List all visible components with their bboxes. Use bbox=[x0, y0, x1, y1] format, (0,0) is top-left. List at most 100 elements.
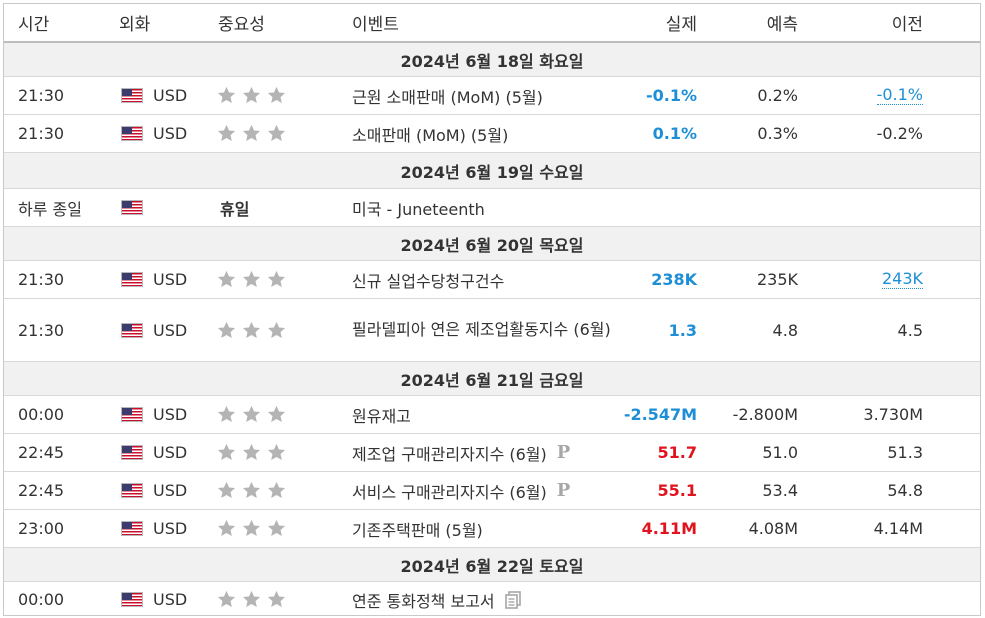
holiday-label: 휴일 bbox=[220, 199, 250, 219]
event-forecast: -2.800M bbox=[732, 405, 798, 424]
previous-revised-link[interactable]: -0.1% bbox=[876, 85, 923, 105]
us-flag-icon bbox=[121, 592, 143, 607]
header-event[interactable]: 이벤트 bbox=[352, 15, 399, 35]
event-link[interactable]: 연준 통화정책 보고서 bbox=[352, 591, 495, 611]
event-name[interactable]: 소매판매 (MoM) (5월) bbox=[352, 115, 592, 152]
star-icon bbox=[241, 404, 262, 425]
importance-stars bbox=[216, 510, 336, 547]
star-icon bbox=[216, 518, 237, 539]
event-time: 21:30 bbox=[18, 320, 65, 340]
event-currency: USD bbox=[119, 434, 214, 471]
previous-revised-link[interactable]: 243K bbox=[881, 269, 923, 289]
date-row: 2024년 6월 20일 목요일 bbox=[4, 227, 980, 261]
event-name[interactable]: 연준 통화정책 보고서 bbox=[352, 582, 592, 617]
date-row: 2024년 6월 19일 수요일 bbox=[4, 153, 980, 189]
event-row[interactable]: 00:00 USD 연준 통화정책 보고서 bbox=[4, 582, 980, 617]
event-row[interactable]: 21:30 USD 근원 소매판매 (MoM) (5월) -0.1% 0.2% … bbox=[4, 77, 980, 115]
event-row[interactable]: 21:30 USD 필라델피아 연은 제조업활동지수 (6월) 1.3 4.8 … bbox=[4, 299, 980, 362]
header-actual[interactable]: 실제 bbox=[665, 15, 697, 35]
event-actual: -2.547M bbox=[623, 405, 697, 424]
header-forecast[interactable]: 예측 bbox=[766, 15, 798, 35]
event-link[interactable]: 소매판매 (MoM) (5월) bbox=[352, 125, 509, 145]
economic-calendar-table: 시간 외화 중요성 이벤트 실제 예측 이전 2024년 6월 18일 화요일 … bbox=[3, 3, 981, 616]
event-name: 미국 - Juneteenth bbox=[352, 199, 485, 219]
event-link[interactable]: 신규 실업수당청구건수 bbox=[352, 271, 505, 291]
event-row[interactable]: 00:00 USD 원유재고 -2.547M -2.800M 3.730M bbox=[4, 396, 980, 434]
star-icon bbox=[241, 480, 262, 501]
event-forecast: 4.8 bbox=[772, 320, 798, 340]
event-previous: -0.2% bbox=[876, 124, 923, 143]
event-row[interactable]: 21:30 USD 신규 실업수당청구건수 238K 235K 243K bbox=[4, 261, 980, 299]
event-name[interactable]: 제조업 구매관리자지수 (6월) P bbox=[352, 434, 592, 471]
event-name[interactable]: 원유재고 bbox=[352, 396, 592, 433]
star-icon bbox=[266, 85, 287, 106]
us-flag-icon bbox=[121, 272, 143, 287]
currency-code: USD bbox=[153, 124, 188, 143]
event-name[interactable]: 신규 실업수당청구건수 bbox=[352, 261, 592, 298]
event-previous: 54.8 bbox=[887, 481, 923, 500]
preliminary-p-icon: P bbox=[556, 442, 571, 463]
importance-stars bbox=[216, 582, 336, 617]
event-previous: 51.3 bbox=[887, 443, 923, 462]
event-forecast: 0.2% bbox=[757, 86, 798, 105]
event-time: 하루 종일 bbox=[18, 199, 82, 219]
preliminary-p-icon: P bbox=[556, 480, 571, 501]
star-icon bbox=[241, 518, 262, 539]
event-previous[interactable]: 243K bbox=[804, 261, 923, 298]
header-currency[interactable]: 외화 bbox=[119, 15, 151, 35]
document-icon[interactable] bbox=[504, 590, 521, 609]
event-row[interactable]: 21:30 USD 소매판매 (MoM) (5월) 0.1% 0.3% -0.2… bbox=[4, 115, 980, 153]
event-row[interactable]: 23:00 USD 기존주택판매 (5월) 4.11M 4.08M 4.14M bbox=[4, 510, 980, 548]
currency-code: USD bbox=[153, 481, 188, 500]
header-previous[interactable]: 이전 bbox=[891, 15, 923, 35]
event-actual: 55.1 bbox=[657, 481, 697, 500]
event-link[interactable]: 제조업 구매관리자지수 (6월) bbox=[352, 444, 547, 464]
event-forecast: 0.3% bbox=[757, 124, 798, 143]
event-currency: USD bbox=[119, 261, 214, 298]
holiday-row[interactable]: 하루 종일 휴일 미국 - Juneteenth bbox=[4, 189, 980, 227]
event-link[interactable]: 서비스 구매관리자지수 (6월) bbox=[352, 482, 547, 502]
event-time: 21:30 bbox=[18, 86, 65, 105]
header-time[interactable]: 시간 bbox=[18, 15, 50, 35]
importance-stars bbox=[216, 115, 336, 152]
currency-code: USD bbox=[153, 320, 188, 340]
event-time: 22:45 bbox=[18, 481, 65, 500]
event-row[interactable]: 22:45 USD 서비스 구매관리자지수 (6월) P 55.1 53.4 54… bbox=[4, 472, 980, 510]
event-previous[interactable]: -0.1% bbox=[804, 77, 923, 114]
star-icon bbox=[266, 518, 287, 539]
star-icon bbox=[266, 404, 287, 425]
event-link[interactable]: 원유재고 bbox=[352, 406, 411, 426]
us-flag-icon bbox=[121, 88, 143, 103]
star-icon bbox=[216, 480, 237, 501]
event-name[interactable]: 근원 소매판매 (MoM) (5월) bbox=[352, 77, 592, 114]
date-label: 2024년 6월 21일 금요일 bbox=[400, 370, 584, 390]
us-flag-icon bbox=[121, 483, 143, 498]
event-currency: USD bbox=[119, 299, 214, 361]
event-name[interactable]: 기존주택판매 (5월) bbox=[352, 510, 592, 547]
currency-code: USD bbox=[153, 405, 188, 424]
event-previous: 3.730M bbox=[863, 405, 923, 424]
date-label: 2024년 6월 19일 수요일 bbox=[400, 162, 584, 182]
star-icon bbox=[241, 320, 262, 341]
us-flag-icon bbox=[121, 322, 143, 338]
star-icon bbox=[216, 442, 237, 463]
event-link[interactable]: 근원 소매판매 (MoM) (5월) bbox=[352, 87, 543, 107]
star-icon bbox=[216, 269, 237, 290]
importance-stars bbox=[216, 472, 336, 509]
star-icon bbox=[216, 404, 237, 425]
star-icon bbox=[266, 480, 287, 501]
event-name[interactable]: 필라델피아 연은 제조업활동지수 (6월) bbox=[352, 299, 627, 361]
importance-stars bbox=[216, 299, 336, 361]
event-time: 23:00 bbox=[18, 519, 65, 538]
event-actual: -0.1% bbox=[645, 86, 697, 105]
event-link[interactable]: 기존주택판매 (5월) bbox=[352, 520, 483, 540]
header-importance[interactable]: 중요성 bbox=[218, 15, 265, 35]
event-link[interactable]: 필라델피아 연은 제조업활동지수 (6월) bbox=[352, 320, 611, 339]
date-label: 2024년 6월 18일 화요일 bbox=[400, 51, 584, 71]
date-row: 2024년 6월 18일 화요일 bbox=[4, 43, 980, 77]
event-time: 00:00 bbox=[18, 405, 65, 424]
star-icon bbox=[266, 269, 287, 290]
us-flag-icon bbox=[121, 445, 143, 460]
event-name[interactable]: 서비스 구매관리자지수 (6월) P bbox=[352, 472, 592, 509]
event-row[interactable]: 22:45 USD 제조업 구매관리자지수 (6월) P 51.7 51.0 51… bbox=[4, 434, 980, 472]
